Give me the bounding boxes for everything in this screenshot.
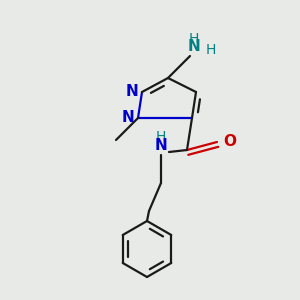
Text: O: O <box>223 134 236 149</box>
Text: N: N <box>188 39 200 54</box>
Text: N: N <box>125 83 138 98</box>
Text: N: N <box>154 138 167 153</box>
Text: N: N <box>121 110 134 124</box>
Text: H: H <box>189 32 199 46</box>
Text: H: H <box>156 130 166 144</box>
Text: H: H <box>206 43 216 57</box>
